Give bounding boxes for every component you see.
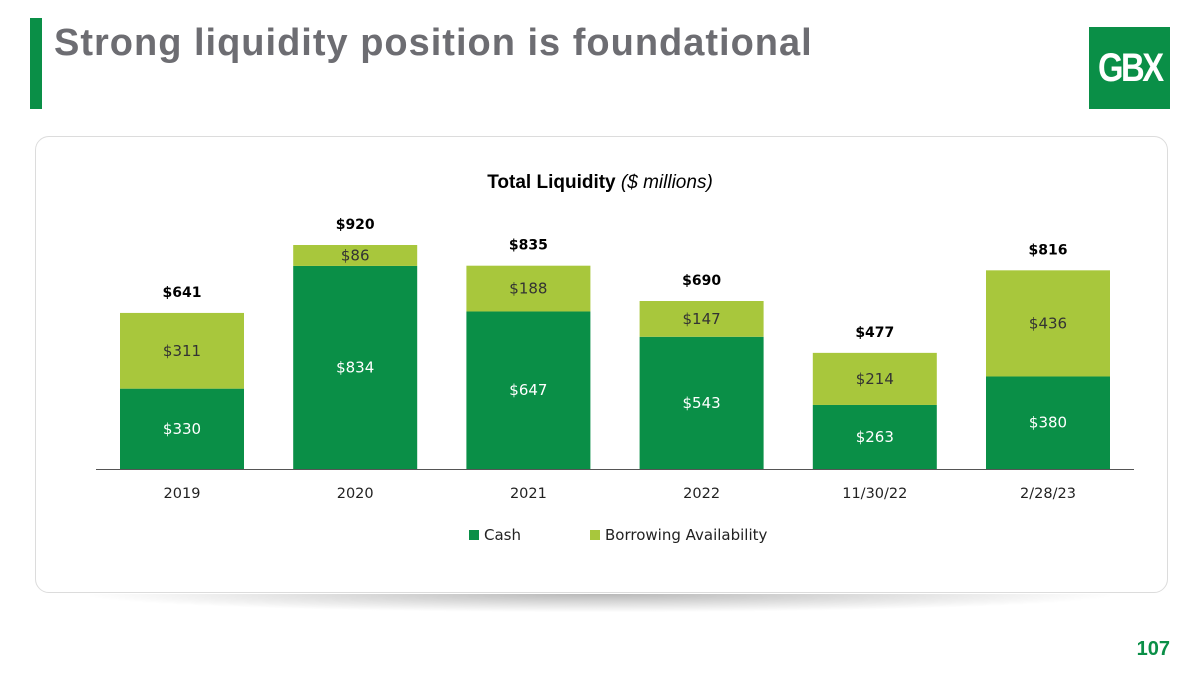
total-label-4: $477 <box>855 325 894 341</box>
bar-cash-1 <box>293 265 418 469</box>
segment-label-cash-4: $263 <box>856 428 894 446</box>
segment-label-borrowing-3: $147 <box>683 310 721 328</box>
segment-label-cash-3: $543 <box>683 394 721 412</box>
bar-borrowing-1 <box>293 245 418 266</box>
x-tick-labels: 2019 2020 2021 2022 11/30/22 2/28/23 <box>164 486 1076 502</box>
segment-label-cash-2: $647 <box>509 381 547 399</box>
bar-borrowing-5 <box>986 270 1110 377</box>
bar-borrowing-3 <box>639 301 764 337</box>
segment-label-borrowing-4: $214 <box>856 370 894 388</box>
x-tick-label-5: 2/28/23 <box>1020 486 1076 502</box>
bar-borrowing-4 <box>812 352 937 405</box>
x-tick-label-3: 2022 <box>683 486 720 502</box>
total-label-2: $835 <box>509 238 548 254</box>
total-label-1: $920 <box>336 217 375 233</box>
total-label-3: $690 <box>682 273 721 289</box>
x-tick-label-0: 2019 <box>164 486 201 502</box>
total-label-5: $816 <box>1029 242 1068 258</box>
logo-text: GBX <box>1097 45 1164 90</box>
bar-borrowing-2 <box>466 265 591 312</box>
legend-swatch-borrowing <box>590 530 600 540</box>
legend-label-cash: Cash <box>484 526 521 544</box>
x-tick-label-2: 2021 <box>510 486 547 502</box>
bar-cash-2 <box>466 311 591 469</box>
bar-cash-4 <box>812 404 937 469</box>
segment-label-borrowing-5: $436 <box>1029 314 1067 332</box>
chart-title-main: Total Liquidity <box>487 172 616 193</box>
bar-cash-3 <box>639 336 764 469</box>
x-tick-label-4: 11/30/22 <box>842 486 907 502</box>
total-label-0: $641 <box>163 285 202 301</box>
segment-label-cash-5: $380 <box>1029 414 1067 432</box>
title-accent-bar <box>30 18 42 109</box>
segment-label-borrowing-2: $188 <box>509 280 547 298</box>
page-number: 107 <box>1136 638 1170 660</box>
bar-cash-0 <box>120 388 244 469</box>
x-tick-label-1: 2020 <box>337 486 374 502</box>
company-logo: GBX <box>1089 27 1170 109</box>
slide-title: Strong liquidity position is foundationa… <box>54 22 813 64</box>
chart-title: Total Liquidity ($ millions) <box>487 172 713 193</box>
legend-swatch-cash <box>469 530 479 540</box>
bar-borrowing-0 <box>120 312 244 389</box>
chart-title-unit: ($ millions) <box>621 172 713 193</box>
chart-legend: Cash Borrowing Availability <box>469 526 768 544</box>
legend-label-borrowing: Borrowing Availability <box>605 526 768 544</box>
segment-label-borrowing-1: $86 <box>341 246 370 264</box>
panel-shadow <box>90 594 1110 612</box>
bar-group: $330 $311 $641 $834 $86 $920 $647 $188 $835 $543 $… <box>120 217 1110 469</box>
segment-label-cash-0: $330 <box>163 420 201 438</box>
segment-label-borrowing-0: $311 <box>163 342 201 360</box>
bar-cash-5 <box>986 376 1110 469</box>
segment-label-cash-1: $834 <box>336 358 374 376</box>
